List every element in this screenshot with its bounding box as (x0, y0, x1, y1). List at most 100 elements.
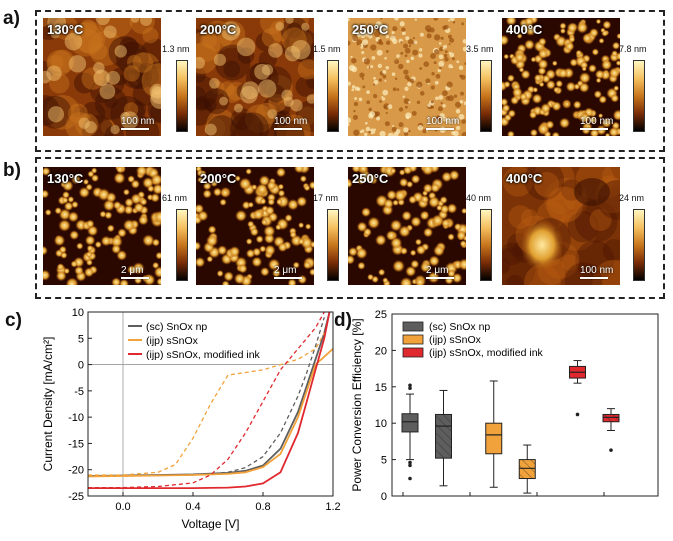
legend-entry: (sc) SnOx np (429, 321, 490, 333)
afm-colorbar (633, 60, 645, 132)
afm-colorbar (176, 60, 188, 132)
box-hatch (519, 459, 536, 479)
legend-entry: (ijp) sSnOx (429, 334, 482, 346)
y-tick-label: -20 (68, 465, 84, 477)
jv-curve-chart: 0.0 0.4 0.8 1.2 -25 -20 -15 -10 -5 0 5 10 Voltage [V… (41, 307, 341, 531)
y-tick-label: -25 (68, 491, 84, 503)
afm-scale-label: 100 nm (274, 116, 308, 127)
afm-scale-label: 2 μm (121, 265, 144, 276)
afm-scale-bar (121, 277, 149, 279)
panel-c-letter: c) (5, 310, 22, 331)
afm-scale-label: 100 nm (121, 116, 155, 127)
y-tick-label: 10 (375, 418, 387, 430)
afm-temperature-label: 200°C (200, 22, 237, 37)
afm-scale-bar (580, 128, 608, 130)
afm-image-a-3: 250°C 100 nm (348, 18, 466, 136)
panel-a-letter: a) (3, 8, 20, 29)
box-hatch (435, 414, 452, 459)
afm-scale-bar (274, 277, 302, 279)
box (485, 422, 503, 455)
afm-scale-bar (274, 128, 302, 130)
legend-entry: (sc) SnOx np (146, 321, 207, 333)
afm-scale-label: 2 μm (274, 265, 297, 276)
jv-series-line (88, 312, 325, 489)
outlier-point (609, 448, 613, 452)
y-tick-label: -5 (74, 386, 84, 398)
y-tick-label: 5 (381, 455, 387, 467)
afm-scale-label: 100 nm (580, 265, 614, 276)
y-tick-label: 10 (72, 307, 84, 319)
legend-swatch (402, 321, 424, 332)
y-tick-label: -15 (68, 438, 84, 450)
x-tick-label: 1.2 (325, 501, 340, 513)
plot-frame (391, 313, 659, 497)
y-tick-label: -10 (68, 412, 84, 424)
y-tick-label: 0 (381, 491, 387, 503)
afm-colorbar-max-label: 1.5 nm (313, 44, 341, 54)
afm-scale-bar (580, 277, 608, 279)
afm-colorbar-max-label: 3.5 nm (466, 44, 494, 54)
afm-colorbar (480, 209, 492, 281)
afm-colorbar-max-label: 61 nm (162, 193, 188, 203)
afm-temperature-label: 200°C (200, 171, 237, 186)
legend-entry: (ijp) sSnOx (146, 335, 199, 347)
x-tick-label: 0.4 (185, 501, 200, 513)
x-tick-label: 0.8 (255, 501, 270, 513)
afm-scale-label: 100 nm (580, 116, 614, 127)
afm-temperature-label: 130°C (47, 171, 84, 186)
outlier-point (408, 476, 412, 481)
x-tick-label: 0.0 (115, 501, 130, 513)
y-tick-label: 20 (375, 345, 387, 357)
afm-colorbar (480, 60, 492, 132)
legend-swatch (402, 334, 424, 345)
outlier-point (408, 460, 412, 465)
afm-scale-bar (426, 277, 454, 279)
y-tick-label: 15 (375, 382, 387, 394)
legend-entry: (ijp) sSnOx, modified ink (146, 349, 261, 361)
jv-series-line (88, 332, 325, 476)
afm-colorbar (176, 209, 188, 281)
outlier-point (408, 386, 412, 391)
afm-image-b-2: 200°C 2 μm (196, 167, 314, 285)
afm-scale-label: 100 nm (426, 116, 460, 127)
afm-temperature-label: 250°C (352, 171, 389, 186)
afm-colorbar-max-label: 24 nm (619, 193, 645, 203)
box (401, 413, 419, 433)
afm-colorbar (327, 60, 339, 132)
y-tick-label: 0 (78, 360, 84, 372)
afm-colorbar (327, 209, 339, 281)
panel-b-frame (35, 157, 665, 299)
outlier-point (408, 463, 412, 468)
jv-series-line (88, 312, 331, 477)
outlier-point (408, 383, 412, 388)
panel-d-letter: d) (334, 310, 352, 331)
afm-image-b-1: 130°C 2 μm (43, 167, 161, 285)
jv-series-line (88, 312, 331, 489)
afm-colorbar-max-label: 7.8 nm (619, 44, 647, 54)
afm-scale-bar (426, 128, 454, 130)
afm-scale-label: 2 μm (426, 265, 449, 276)
y-axis-label: Current Density [mA/cm²] (41, 337, 55, 472)
box-hatch (603, 414, 619, 422)
y-axis-label: Power Conversion Efficiency [%] (350, 318, 364, 491)
pce-boxplot-chart: 0 5 10 15 20 25 Power Conversion Efficiency [%… (350, 309, 659, 503)
afm-scale-bar (121, 128, 149, 130)
afm-image-a-2: 200°C 100 nm (196, 18, 314, 136)
legend-entry: (ijp) sSnOx, modified ink (429, 347, 544, 359)
afm-image-a-1: 130°C 100 nm (43, 18, 161, 136)
jv-series-line (88, 348, 333, 478)
x-axis-label: Voltage [V] (181, 517, 239, 531)
afm-colorbar-max-label: 17 nm (313, 193, 339, 203)
afm-temperature-label: 250°C (352, 22, 389, 37)
afm-temperature-label: 130°C (47, 22, 84, 37)
legend-swatch (402, 347, 424, 358)
afm-image-a-4: 400°C 100 nm (502, 18, 620, 136)
panel-b-letter: b) (3, 160, 21, 181)
outlier-point (575, 412, 580, 417)
afm-colorbar-max-label: 40 nm (466, 193, 492, 203)
afm-colorbar (633, 209, 645, 281)
afm-image-b-3: 250°C 2 μm (348, 167, 466, 285)
afm-temperature-label: 400°C (506, 22, 543, 37)
afm-colorbar-max-label: 1.3 nm (162, 44, 190, 54)
y-tick-label: 5 (78, 333, 84, 345)
